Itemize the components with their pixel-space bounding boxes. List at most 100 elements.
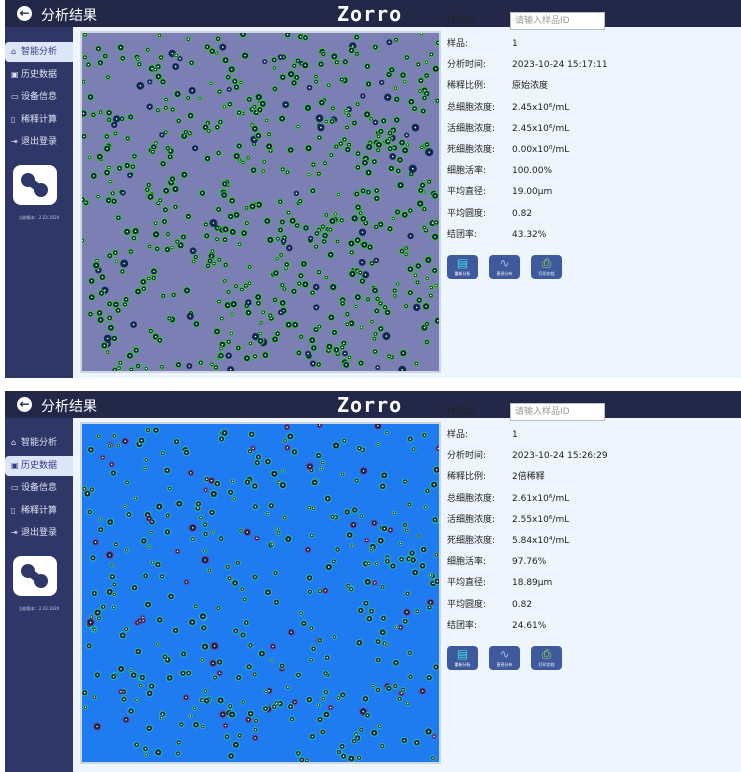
field-label: 样品: [447, 39, 469, 49]
action-button[interactable]: ⎙ 打印文档 [531, 255, 562, 279]
field-label: 分析时间: [447, 451, 487, 462]
sidebar-item-label: 设备信息 [21, 483, 58, 493]
sidebar-item[interactable]: ▯ 稀释计算 [5, 501, 73, 521]
sidebar-item[interactable]: ▯ 稀释计算 [5, 110, 73, 130]
sidebar-item[interactable]: ⌂ 智能分析 [5, 433, 73, 453]
field-label: 总细胞浓度: [447, 493, 496, 504]
field-label: 死细胞浓度: [447, 536, 496, 546]
field-label: 结团率: [447, 620, 478, 631]
action-button[interactable]: ⎙ 打印文档 [531, 646, 562, 670]
printer-icon: ⎙ [541, 256, 552, 270]
field-value: 2023-10-24 15:26:29 [512, 451, 608, 462]
sample-id-row: 样品ID: [447, 14, 512, 28]
field-value: 2.55x10⁶/mL [512, 514, 570, 525]
field-value: 0.00x10⁰/mL [512, 145, 570, 155]
sidebar-item[interactable]: ⇥ 退出登录 [5, 523, 73, 543]
info-row: 总细胞浓度: 2.45x10⁶/mL [447, 101, 569, 115]
button-label: 打印文档 [538, 662, 555, 667]
info-row: 稀释比例: 原始浓度 [447, 79, 548, 93]
field-value: 1 [512, 39, 518, 49]
sidebar-item-label: 稀释计算 [21, 114, 58, 125]
field-label: 平均圆度: [447, 208, 487, 219]
field-value: 2.45x10⁶/mL [512, 102, 570, 113]
field-value: 18.89μm [512, 578, 553, 589]
field-value: 100.00% [512, 166, 553, 177]
cell-image [80, 422, 441, 764]
sidebar-item-label: 设备信息 [21, 92, 58, 102]
action-button[interactable]: ∿ 直径分布 [489, 255, 520, 279]
sidebar-item[interactable]: ⌂ 智能分析 [5, 42, 73, 62]
chart-icon: ∿ [499, 647, 510, 661]
button-label: 直径分布 [496, 662, 513, 667]
field-value: 2倍稀释 [512, 472, 545, 483]
field-value: 5.84x10⁴/mL [512, 536, 570, 546]
field-value: 0.82 [512, 599, 533, 610]
sidebar: ⌂ 智能分析 ▣ 历史数据 ▭ 设备信息 ▯ 稀释计算 ⇥ 退出登录 当前版本：2.23.1020 [5, 27, 73, 378]
sidebar-item-label: 智能分析 [21, 47, 58, 57]
back-arrow-icon[interactable]: ← [17, 6, 32, 21]
info-row: 稀释比例: 2倍稀释 [447, 470, 545, 484]
sidebar-item-label: 退出登录 [21, 528, 58, 538]
calculator-icon: ▯ [11, 114, 16, 124]
info-row: 总细胞浓度: 2.61x10⁶/mL [447, 492, 569, 506]
sidebar-item[interactable]: ▭ 设备信息 [5, 478, 73, 498]
sidebar-item-label: 历史数据 [21, 460, 58, 471]
info-row: 平均圆度: 0.82 [447, 598, 532, 612]
back-arrow-icon[interactable]: ← [17, 397, 32, 412]
page-title: 分析结果 [41, 399, 97, 415]
sample-id-placeholder: 请输入样品ID [515, 16, 570, 26]
field-label: 样品ID: [447, 407, 478, 417]
field-label: 分析时间: [447, 60, 487, 71]
field-value: 2.61x10⁶/mL [512, 493, 570, 504]
info-row: 结团率: 43.32% [447, 228, 546, 242]
device-icon: ▭ [11, 92, 19, 101]
reanalyze-icon: ▤ [456, 256, 469, 270]
app-logo [13, 165, 57, 205]
document-icon: ▣ [11, 460, 19, 470]
field-label: 细胞活率: [447, 557, 487, 568]
action-button[interactable]: ▤ 重新分析 [447, 646, 478, 670]
version-label: 当前版本：2.23.1020 [18, 215, 60, 220]
app-logo [13, 556, 57, 596]
calculator-icon: ▯ [11, 505, 16, 515]
field-label: 稀释比例: [447, 81, 487, 92]
sample-id-input[interactable]: 请输入样品ID [510, 12, 605, 30]
sample-id-placeholder: 请输入样品ID [515, 407, 570, 417]
sample-id-row: 样品ID: [447, 405, 512, 419]
info-row: 平均圆度: 0.82 [447, 207, 532, 221]
field-label: 死细胞浓度: [447, 145, 496, 155]
home-icon: ⌂ [11, 438, 17, 447]
info-row: 活细胞浓度: 2.55x10⁶/mL [447, 513, 569, 527]
button-label: 重新分析 [454, 662, 471, 667]
sample-id-input[interactable]: 请输入样品ID [510, 403, 605, 421]
chart-icon: ∿ [499, 256, 510, 270]
info-row: 细胞活率: 100.00% [447, 164, 552, 178]
logout-icon: ⇥ [11, 528, 18, 537]
sidebar-item[interactable]: ▣ 历史数据 [5, 65, 73, 85]
reanalyze-icon: ▤ [456, 647, 469, 661]
button-label: 打印文档 [538, 271, 555, 276]
info-row: 死细胞浓度: 0.00x10⁰/mL [447, 143, 569, 157]
sidebar-item[interactable]: ▣ 历史数据 [5, 455, 73, 476]
field-value: 1 [512, 430, 518, 440]
info-row: 样品: 1 [447, 37, 518, 51]
sidebar-item[interactable]: ⇥ 退出登录 [5, 132, 73, 152]
field-value: 原始浓度 [512, 81, 549, 92]
page-title: 分析结果 [41, 8, 97, 24]
cell-image [80, 31, 441, 373]
action-button[interactable]: ∿ 直径分布 [489, 646, 520, 670]
action-button[interactable]: ▤ 重新分析 [447, 255, 478, 279]
field-value: 97.76% [512, 557, 547, 568]
analysis-result-screen: ← 分析结果 Zorro ⌂ 智能分析 ▣ 历史数据 ▭ 设备信息 ▯ 稀释计算 ⇥ 退出登录 当… [5, 0, 741, 378]
sidebar-item[interactable]: ▭ 设备信息 [5, 87, 73, 107]
device-icon: ▭ [11, 483, 19, 492]
field-label: 活细胞浓度: [447, 514, 496, 525]
brand-logo: Zorro [337, 393, 403, 417]
info-row: 样品: 1 [447, 428, 518, 442]
sidebar-item-label: 稀释计算 [21, 505, 58, 516]
field-label: 结团率: [447, 229, 478, 240]
header: ← 分析结果 Zorro [5, 0, 741, 27]
field-label: 总细胞浓度: [447, 102, 496, 113]
document-icon: ▣ [11, 69, 19, 79]
brand-logo: Zorro [337, 2, 403, 26]
